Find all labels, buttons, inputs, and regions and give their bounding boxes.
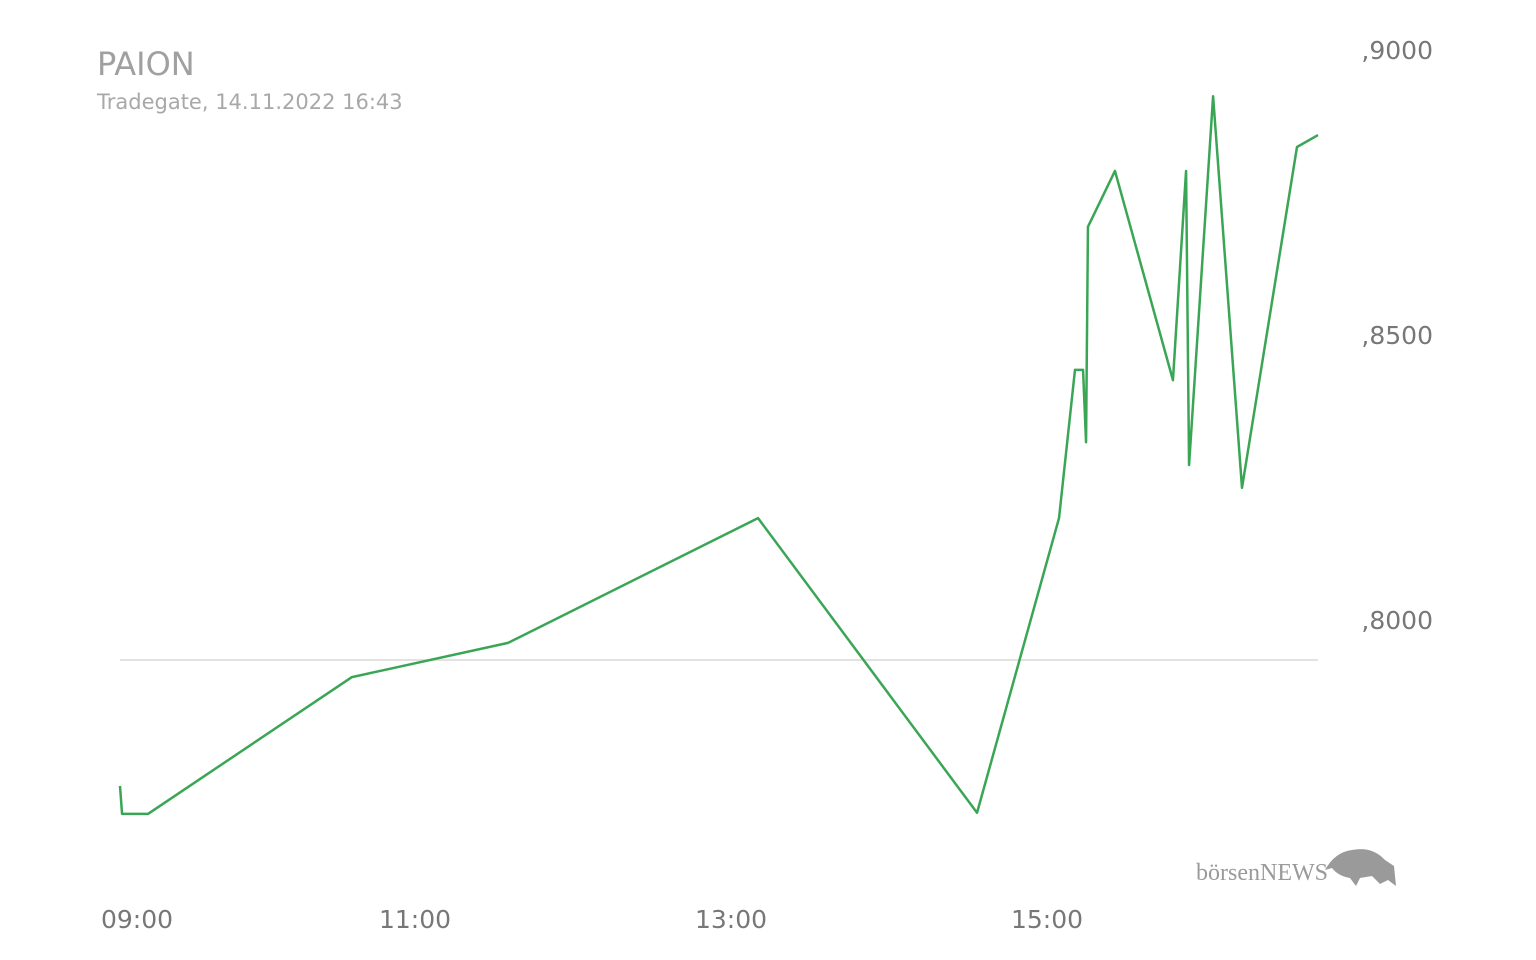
x-tick-label: 09:00: [101, 905, 173, 934]
x-tick-label: 15:00: [1011, 905, 1083, 934]
logo-bull: [1325, 849, 1396, 886]
x-tick-label: 11:00: [379, 905, 451, 934]
logo-text: börsenNEWS: [1196, 860, 1328, 886]
chart-subtitle: Tradegate, 14.11.2022 16:43: [96, 90, 403, 114]
price-line: [118, 95, 1319, 816]
y-tick-label: ,8000: [1361, 606, 1433, 635]
x-tick-label: 13:00: [695, 905, 767, 934]
chart-title: PAION: [97, 45, 195, 83]
y-tick-label: ,8500: [1361, 321, 1433, 350]
y-tick-label: ,9000: [1361, 36, 1433, 65]
